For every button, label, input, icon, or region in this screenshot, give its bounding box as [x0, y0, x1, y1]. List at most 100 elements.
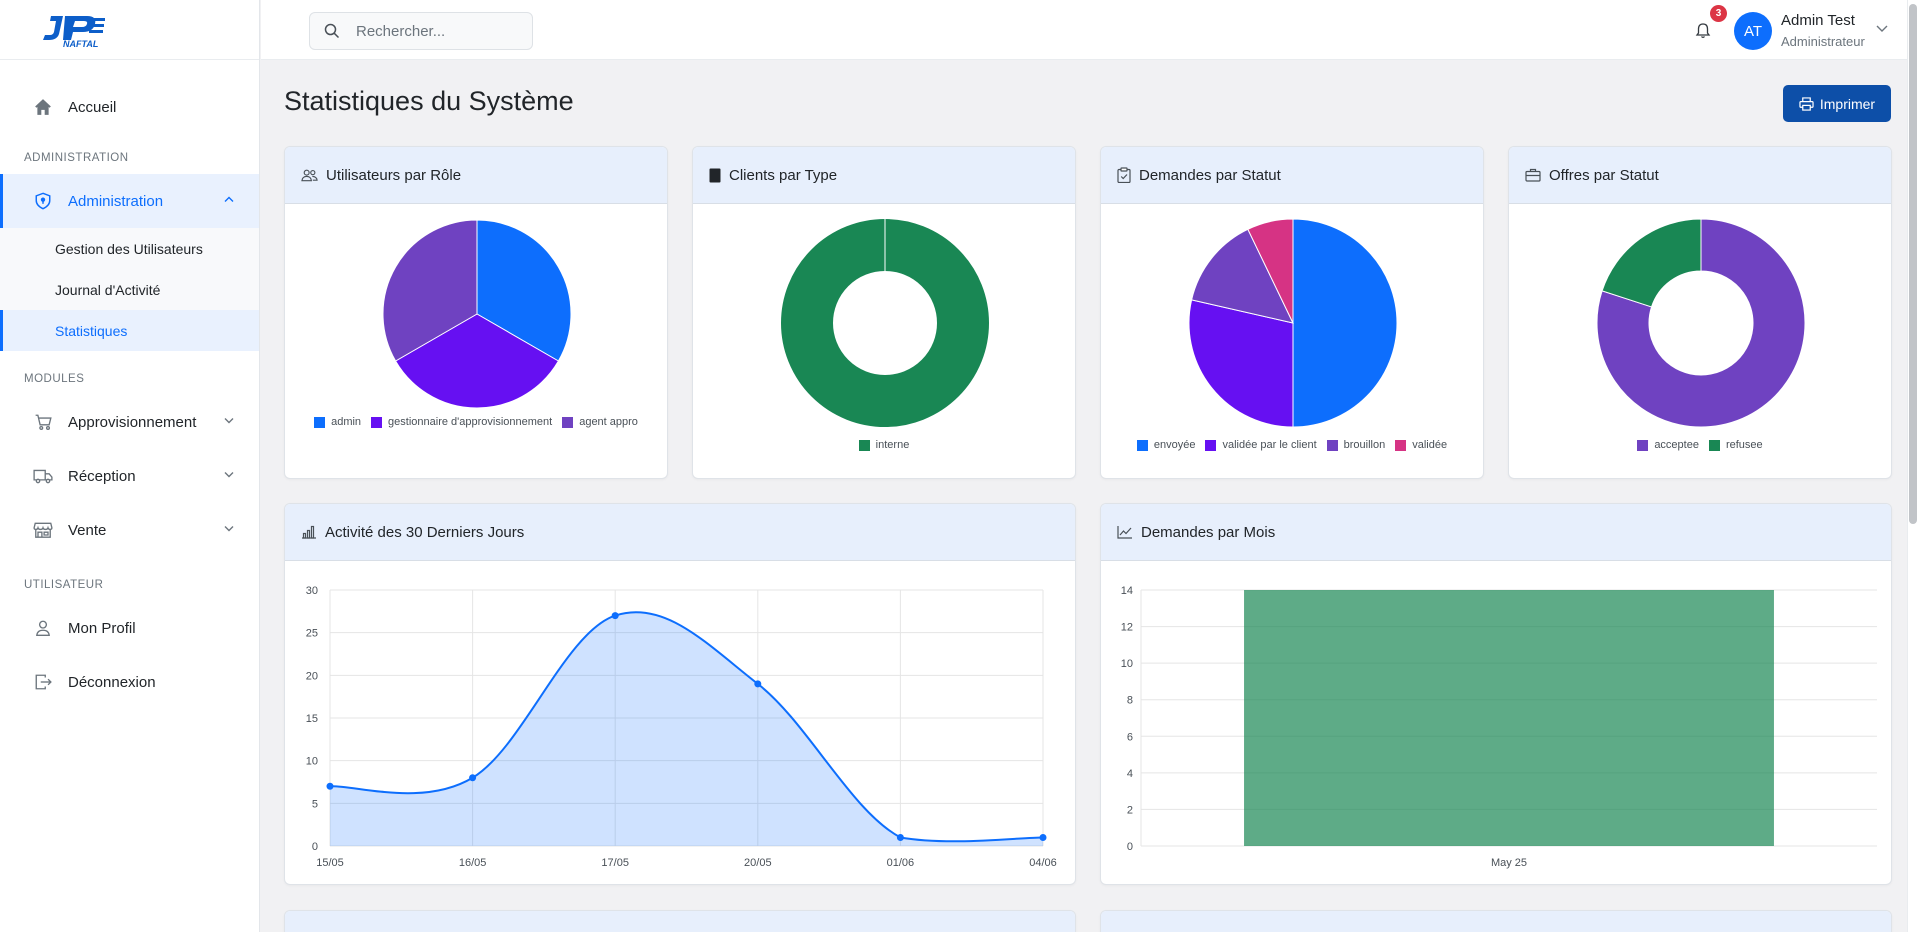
logout-icon — [32, 671, 54, 693]
legend-item[interactable]: gestionnaire d'approvisionnement — [371, 416, 552, 428]
search-icon — [324, 23, 340, 39]
chevron-up-icon — [223, 193, 235, 210]
brand-logo[interactable]: NAFTAL — [0, 0, 259, 60]
chevron-down-icon — [223, 522, 235, 539]
card-header: Demandes par Mois — [1101, 504, 1891, 561]
sidebar-item-label: Déconnexion — [68, 673, 156, 691]
card-clients-by-type: Clients par Type interne — [692, 146, 1076, 479]
sidebar-item-home[interactable]: Accueil — [0, 80, 259, 134]
legend-item[interactable]: acceptee — [1637, 439, 1699, 451]
y-tick-label: 15 — [306, 713, 318, 725]
sidebar-item-reception[interactable]: Réception — [0, 449, 259, 503]
card-header: Demandes par Statut — [1101, 147, 1483, 204]
sidebar-subitem-activity-log[interactable]: Journal d'Activité — [0, 269, 259, 310]
chevron-down-icon — [223, 414, 235, 431]
card-title: Offres par Statut — [1549, 166, 1659, 184]
y-tick-label: 2 — [1127, 804, 1133, 816]
printer-icon — [1799, 96, 1814, 111]
user-name[interactable]: Admin Test — [1781, 12, 1855, 29]
pie-slice[interactable] — [382, 219, 478, 362]
person-icon — [32, 617, 54, 639]
data-point[interactable] — [326, 782, 334, 790]
sidebar-nav: Accueil ADMINISTRATION Administration Ge… — [0, 60, 259, 709]
donut-chart-offers-by-status — [1596, 218, 1806, 428]
card-title: Demandes par Statut — [1139, 166, 1281, 184]
legend-item[interactable]: refusee — [1708, 439, 1763, 451]
chevron-down-icon[interactable] — [1875, 22, 1889, 40]
chart-legend: envoyée validée par le client brouillon val… — [1101, 439, 1483, 459]
print-button[interactable]: Imprimer — [1783, 85, 1891, 122]
line-chart-icon — [1117, 525, 1133, 539]
legend-item[interactable]: validée par le client — [1205, 439, 1317, 451]
y-tick-label: 10 — [1121, 658, 1133, 670]
y-tick-label: 10 — [306, 756, 318, 768]
legend-label: admin — [331, 416, 362, 428]
legend-swatch — [1326, 439, 1338, 451]
legend-swatch — [314, 416, 326, 428]
card-partial-right — [1100, 910, 1892, 932]
legend-label: brouillon — [1343, 439, 1386, 451]
card-header: Activité des 30 Derniers Jours — [285, 504, 1075, 561]
data-point[interactable] — [896, 833, 904, 841]
sidebar-item-profile[interactable]: Mon Profil — [0, 601, 259, 655]
legend-swatch — [562, 416, 574, 428]
card-header: Utilisateurs par Rôle — [285, 147, 667, 204]
legend-item[interactable]: validée — [1395, 439, 1447, 451]
y-tick-label: 20 — [306, 670, 318, 682]
y-tick-label: 0 — [1127, 841, 1133, 853]
bar[interactable] — [1244, 590, 1774, 846]
notifications-button[interactable] — [1687, 14, 1719, 46]
pie-slice[interactable] — [1188, 299, 1294, 428]
legend-swatch — [1136, 439, 1148, 451]
sidebar-item-logout[interactable]: Déconnexion — [0, 655, 259, 709]
x-tick-label: May 25 — [1491, 857, 1527, 869]
truck-icon — [32, 465, 54, 487]
shop-icon — [32, 519, 54, 541]
pie-slice[interactable] — [781, 219, 989, 427]
card-title: Activité des 30 Derniers Jours — [325, 523, 525, 541]
sidebar-subitem-users[interactable]: Gestion des Utilisateurs — [0, 228, 259, 269]
y-tick-label: 14 — [1121, 585, 1133, 597]
sidebar-item-vente[interactable]: Vente — [0, 503, 259, 557]
pie-slice[interactable] — [1596, 218, 1806, 428]
scrollbar[interactable] — [1907, 0, 1919, 932]
sidebar-subitem-statistics[interactable]: Statistiques — [0, 310, 259, 351]
legend-item[interactable]: envoyée — [1136, 439, 1195, 451]
card-activity-30-days: Activité des 30 Derniers Jours 0 5 10 15 20 2… — [284, 503, 1076, 885]
pie-slice[interactable] — [1601, 218, 1702, 308]
pie-slice[interactable] — [1191, 228, 1294, 324]
card-header — [285, 911, 1075, 932]
scrollbar-thumb[interactable] — [1909, 4, 1917, 524]
legend-swatch — [1395, 439, 1407, 451]
pie-slice[interactable] — [1247, 218, 1294, 324]
legend-swatch — [858, 439, 870, 451]
avatar[interactable]: AT — [1734, 12, 1772, 50]
y-tick-label: 0 — [312, 841, 318, 853]
pie-slice[interactable] — [1292, 218, 1398, 428]
card-partial-left — [284, 910, 1076, 932]
legend-item[interactable]: interne — [858, 439, 909, 451]
sidebar-item-label: Accueil — [68, 98, 117, 116]
legend-item[interactable]: brouillon — [1326, 439, 1386, 451]
bell-icon — [1695, 22, 1711, 38]
data-point[interactable] — [469, 774, 477, 782]
legend-item[interactable]: agent appro — [562, 416, 638, 428]
data-point[interactable] — [1039, 833, 1047, 841]
pie-slice[interactable] — [394, 313, 560, 409]
data-point[interactable] — [611, 612, 619, 620]
clipboard-check-icon — [1117, 167, 1131, 183]
y-tick-label: 4 — [1127, 768, 1133, 780]
sidebar-item-label: Réception — [68, 467, 136, 485]
search-input[interactable] — [356, 22, 516, 40]
y-tick-label: 8 — [1127, 695, 1133, 707]
legend-swatch — [1205, 439, 1217, 451]
data-point[interactable] — [754, 680, 762, 688]
y-tick-label: 5 — [312, 798, 318, 810]
card-title: Clients par Type — [729, 166, 838, 184]
sidebar-item-approvisionnement[interactable]: Approvisionnement — [0, 395, 259, 449]
chevron-down-icon — [223, 468, 235, 485]
pie-slice[interactable] — [476, 219, 572, 362]
sidebar-item-administration[interactable]: Administration — [0, 174, 259, 228]
x-tick-label: 16/05 — [459, 857, 487, 869]
legend-item[interactable]: admin — [314, 416, 361, 428]
